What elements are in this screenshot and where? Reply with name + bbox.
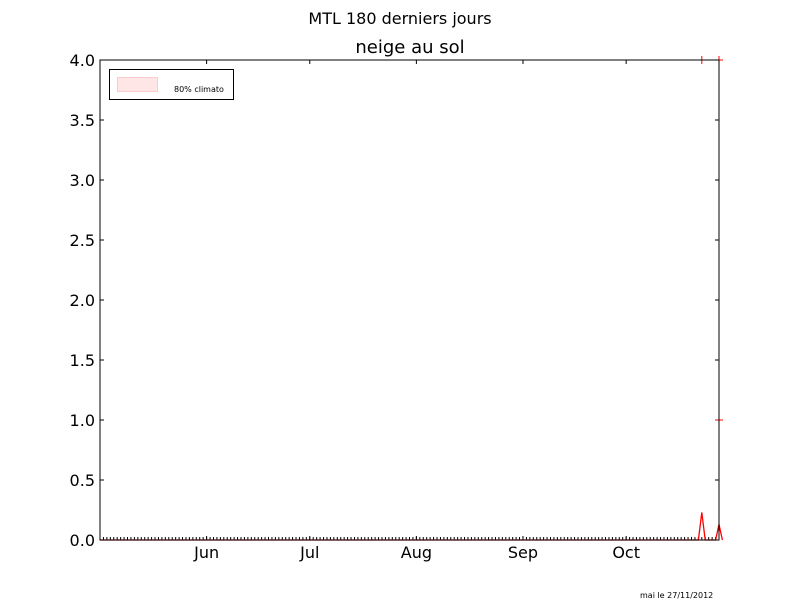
figure-suptitle: MTL 180 derniers jours [308,9,492,28]
y-tick-label: 2.5 [70,231,95,250]
y-tick-label: 2.0 [70,291,95,310]
x-tick-label: Oct [612,543,640,562]
y-tick-label: 1.5 [70,351,95,370]
y-tick-label: 3.0 [70,171,95,190]
x-tick-label: Jun [193,543,219,562]
y-tick-label: 0.5 [70,471,95,490]
y-tick-label: 1.0 [70,411,95,430]
x-tick-label: Sep [508,543,538,562]
legend-box: 80% climato [109,69,234,100]
y-tick-label: 4.0 [70,51,95,70]
x-tick-label: Aug [401,543,432,562]
y-tick-label: 0.0 [70,531,95,550]
snow-depth-line [100,512,724,541]
chart-title: neige au sol [355,37,464,58]
update-footnote: mai le 27/11/2012 [640,591,714,600]
plot-frame [99,59,720,541]
legend-label-climato: 80% climato [174,85,224,94]
legend-patch-climato [117,77,158,92]
x-tick-label: Jul [299,543,319,562]
y-tick-label: 3.5 [70,111,95,130]
